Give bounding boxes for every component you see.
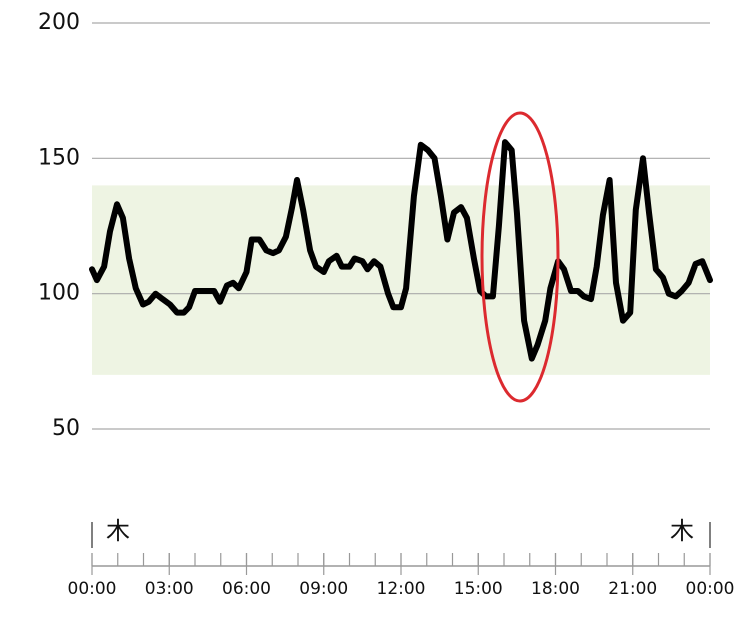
band-layer xyxy=(92,185,710,375)
highlight-ellipse xyxy=(480,111,560,403)
x-tick-label: 09:00 xyxy=(299,579,348,599)
x-tick-label: 21:00 xyxy=(608,579,657,599)
target-band xyxy=(92,185,710,375)
x-tick-label: 06:00 xyxy=(222,579,271,599)
axis-layer: 50 100 150 200 00:00 03:00 06:00 09:00 12:00 15:0… xyxy=(38,10,735,599)
y-tick-label: 150 xyxy=(38,145,80,170)
day-label: 木 xyxy=(106,517,130,545)
y-tick-label: 200 xyxy=(38,10,80,35)
line-layer xyxy=(89,139,713,362)
x-tick-label: 00:00 xyxy=(68,579,117,599)
x-tick-label: 03:00 xyxy=(145,579,194,599)
y-tick-label: 100 xyxy=(38,281,80,306)
x-tick-label: 00:00 xyxy=(686,579,735,599)
x-tick-label: 18:00 xyxy=(531,579,580,599)
day-label: 木 xyxy=(670,517,694,545)
glucose-line xyxy=(89,139,713,362)
x-tick-label: 12:00 xyxy=(377,579,426,599)
x-tick-label: 15:00 xyxy=(454,579,503,599)
y-tick-label: 50 xyxy=(52,416,80,441)
